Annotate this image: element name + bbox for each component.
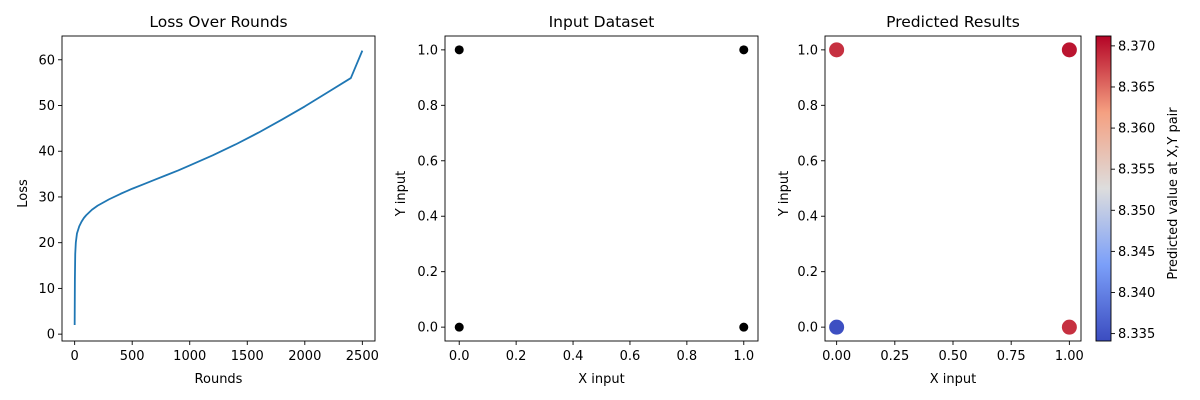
x-tick-label: 0 bbox=[71, 349, 79, 364]
x-tick-label: 2500 bbox=[346, 349, 379, 364]
x-tick-label: 2000 bbox=[288, 349, 321, 364]
y-tick-label: 0.2 bbox=[417, 265, 438, 280]
data-point bbox=[454, 45, 464, 55]
data-point bbox=[454, 322, 464, 332]
x-axis-label: X input bbox=[578, 372, 624, 387]
x-tick-label: 1.00 bbox=[1055, 349, 1084, 364]
loss-chart: 0 500 1000 1500 2000 2500 0 10 20 30 40 50 60 Loss Ov… bbox=[16, 13, 379, 387]
colorbar-tick-label: 8.355 bbox=[1118, 163, 1155, 178]
y-tick-label: 0.6 bbox=[417, 154, 438, 169]
data-point bbox=[829, 319, 845, 335]
series-line bbox=[73, 50, 364, 326]
y-tick-label: 0.8 bbox=[417, 99, 438, 114]
colorbar-label: Predicted value at X,Y pair bbox=[1166, 107, 1181, 280]
colorbar-tick-label: 8.365 bbox=[1118, 80, 1155, 95]
colorbar-tick-label: 8.340 bbox=[1118, 286, 1155, 301]
x-tick-label: 0.4 bbox=[563, 349, 584, 364]
x-tick-label: 500 bbox=[120, 349, 145, 364]
x-tick-label: 0.8 bbox=[677, 349, 698, 364]
data-point bbox=[829, 42, 845, 58]
colorbar: 8.335 8.340 8.345 8.350 8.355 8.360 8.365 8.370… bbox=[1095, 35, 1181, 342]
y-tick-label: 0.0 bbox=[417, 321, 438, 336]
x-tick-label: 0.2 bbox=[506, 349, 527, 364]
y-tick-label: 0 bbox=[47, 328, 55, 343]
plot-area bbox=[73, 50, 364, 326]
y-axis-label: Y input bbox=[394, 171, 409, 218]
colorbar-gradient bbox=[1096, 36, 1111, 341]
data-point bbox=[739, 322, 749, 332]
colorbar-tick-label: 8.345 bbox=[1118, 245, 1155, 260]
x-tick-label: 1000 bbox=[173, 349, 206, 364]
axes-frame bbox=[61, 35, 376, 342]
x-tick-label: 1500 bbox=[231, 349, 264, 364]
y-axis-label: Y input bbox=[777, 171, 792, 218]
x-tick-label: 0.75 bbox=[997, 349, 1026, 364]
data-point bbox=[1061, 42, 1077, 58]
x-tick-label: 1.0 bbox=[733, 349, 754, 364]
y-axis-label: Loss bbox=[16, 179, 31, 208]
y-tick-label: 10 bbox=[38, 282, 55, 297]
y-tick-label: 30 bbox=[38, 190, 55, 205]
y-tick-label: 0.2 bbox=[797, 265, 818, 280]
plot-area bbox=[829, 42, 1077, 335]
chart-title: Input Dataset bbox=[549, 13, 655, 31]
colorbar-frame bbox=[1095, 35, 1112, 342]
plot-area bbox=[454, 45, 749, 332]
y-tick-label: 20 bbox=[38, 236, 55, 251]
y-tick-label: 0.0 bbox=[797, 321, 818, 336]
y-tick-label: 0.4 bbox=[797, 210, 818, 225]
y-tick-label: 1.0 bbox=[797, 43, 818, 58]
chart-title: Predicted Results bbox=[886, 13, 1020, 31]
x-tick-label: 0.0 bbox=[449, 349, 470, 364]
chart-title: Loss Over Rounds bbox=[149, 13, 287, 31]
colorbar-tick-label: 8.335 bbox=[1118, 327, 1155, 342]
x-tick-label: 0.6 bbox=[620, 349, 641, 364]
y-tick-label: 1.0 bbox=[417, 43, 438, 58]
y-tick-label: 50 bbox=[38, 99, 55, 114]
input-dataset-chart: 0.0 0.2 0.4 0.6 0.8 1.0 0.0 0.2 0.4 0.6 0.8 1.0 Inpu… bbox=[394, 13, 759, 387]
x-tick-label: 0.00 bbox=[822, 349, 851, 364]
y-tick-label: 0.4 bbox=[417, 210, 438, 225]
y-tick-label: 40 bbox=[38, 145, 55, 160]
data-point bbox=[1061, 319, 1077, 335]
x-axis-label: Rounds bbox=[195, 372, 243, 387]
axes-frame bbox=[824, 35, 1082, 342]
axes-frame bbox=[444, 35, 759, 342]
colorbar-tick-label: 8.350 bbox=[1118, 204, 1155, 219]
y-tick-label: 0.8 bbox=[797, 99, 818, 114]
predicted-results-chart: 0.00 0.25 0.50 0.75 1.00 0.0 0.2 0.4 0.6 0.8 1.0 Pr… bbox=[777, 13, 1084, 387]
y-tick-label: 0.6 bbox=[797, 154, 818, 169]
x-tick-label: 0.25 bbox=[880, 349, 909, 364]
y-tick-label: 60 bbox=[38, 53, 55, 68]
x-tick-label: 0.50 bbox=[939, 349, 968, 364]
x-axis-label: X input bbox=[930, 372, 976, 387]
colorbar-tick-label: 8.370 bbox=[1118, 39, 1155, 54]
data-point bbox=[739, 45, 749, 55]
colorbar-tick-label: 8.360 bbox=[1118, 122, 1155, 137]
